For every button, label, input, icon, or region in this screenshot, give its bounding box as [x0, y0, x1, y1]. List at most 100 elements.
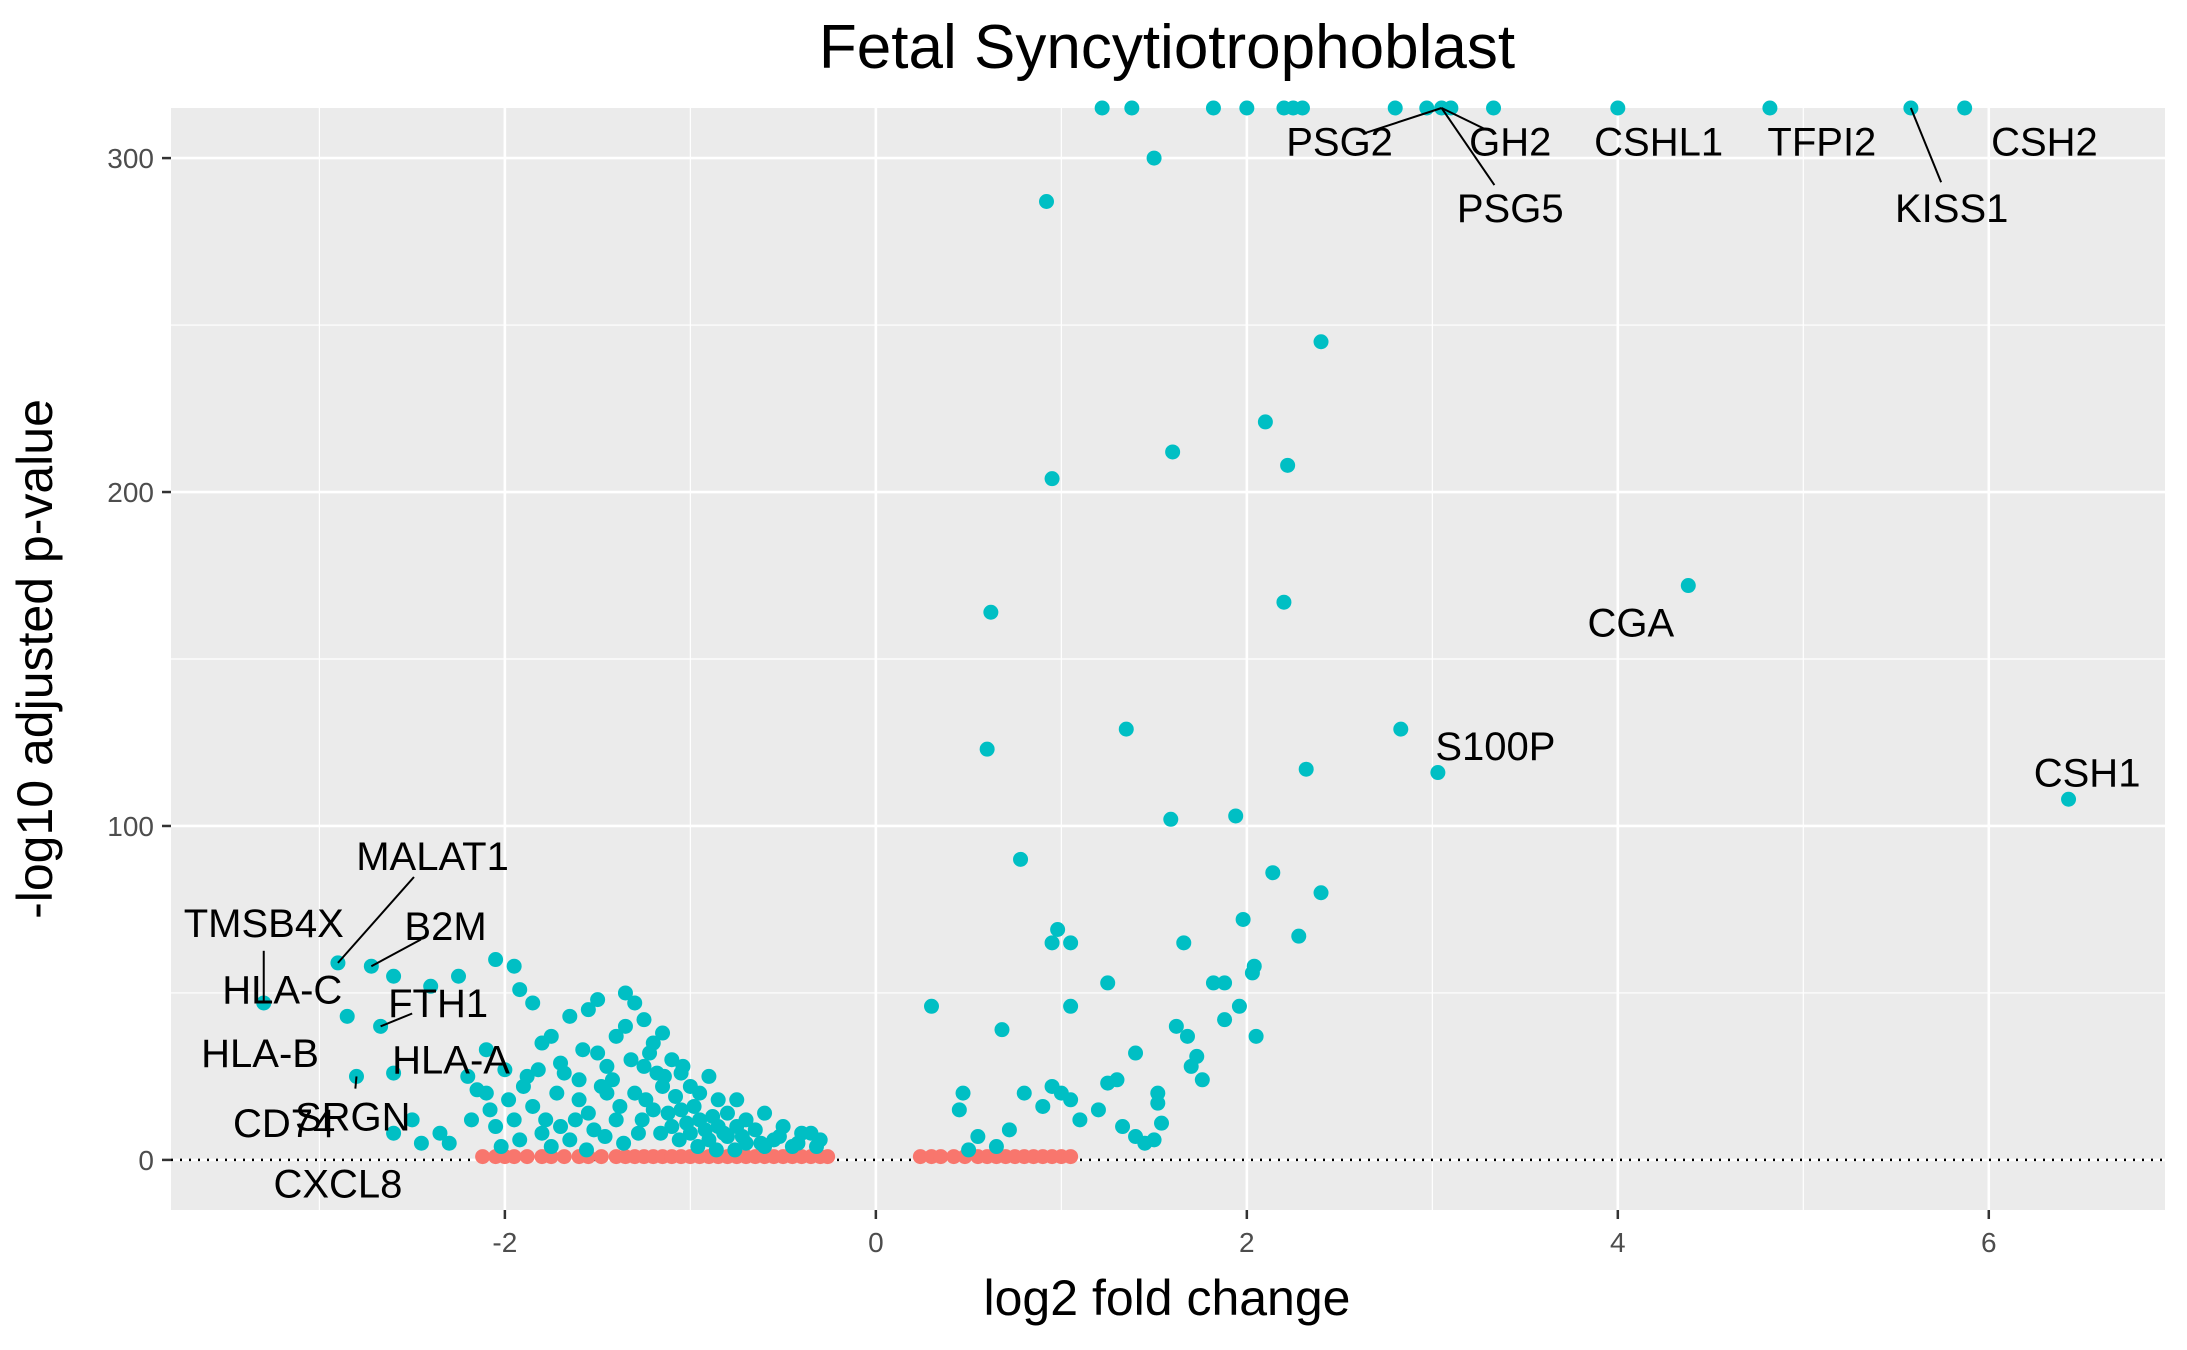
- significant-point: [1265, 865, 1281, 881]
- significant-point: [562, 1008, 578, 1024]
- x-axis-ticks: -2 0 2 4 6: [492, 1210, 1997, 1258]
- non-significant-point: [475, 1149, 491, 1165]
- significant-point: [1239, 100, 1255, 116]
- significant-point: [716, 1125, 732, 1141]
- significant-point: [1235, 911, 1251, 927]
- minor-gridlines: [171, 108, 2165, 1210]
- significant-point: [1150, 1095, 1166, 1111]
- significant-point: [1128, 1045, 1144, 1061]
- significant-point: [630, 1125, 646, 1141]
- significant-point: [506, 958, 522, 974]
- significant-point: [1146, 1132, 1162, 1148]
- not-significant-points: [475, 1149, 1079, 1165]
- non-significant-point: [946, 1149, 962, 1165]
- significant-point: [757, 1105, 773, 1121]
- significant-point: [543, 1028, 559, 1044]
- gene-label: CSHL1: [1594, 120, 1723, 164]
- significant-point: [478, 1042, 494, 1058]
- significant-point: [1228, 808, 1244, 824]
- significant-point: [803, 1125, 819, 1141]
- significant-point: [578, 1142, 594, 1158]
- significant-point: [983, 604, 999, 620]
- significant-point: [1118, 721, 1134, 737]
- label-leader-line: [1365, 107, 1442, 134]
- significant-point: [1165, 444, 1181, 460]
- significant-point: [590, 992, 606, 1008]
- significant-point: [1063, 998, 1079, 1014]
- gene-label: GH2: [1469, 120, 1551, 164]
- significant-point: [1154, 1115, 1170, 1131]
- significant-point: [753, 1135, 769, 1151]
- significant-point: [593, 1078, 609, 1094]
- significant-point: [708, 1142, 724, 1158]
- gene-labels: PSG2 GH2 PSG5 CSHL1 TFPI2 CSH2 KISS1 CGA S100P CS…: [184, 120, 2141, 1206]
- gene-label: B2M: [404, 905, 486, 949]
- significant-point: [690, 1139, 706, 1155]
- significant-point: [386, 1125, 402, 1141]
- significant-point: [664, 1119, 680, 1135]
- gene-label: CSH1: [2034, 752, 2141, 796]
- significant-point: [961, 1142, 977, 1158]
- significant-point: [1063, 935, 1079, 951]
- significant-point: [636, 1012, 652, 1028]
- significant-point: [1063, 1092, 1079, 1108]
- significant-point: [463, 1112, 479, 1128]
- significant-point: [1013, 851, 1029, 867]
- gene-label: MALAT1: [356, 835, 509, 879]
- gene-label: CD74: [233, 1102, 335, 1146]
- significant-point: [1044, 471, 1060, 487]
- significant-point: [1176, 935, 1192, 951]
- significant-point: [441, 1135, 457, 1151]
- non-significant-point: [820, 1149, 836, 1165]
- significant-point: [1610, 100, 1626, 116]
- gene-label: FTH1: [388, 982, 488, 1026]
- y-axis-ticks: 0 100 200 300: [107, 143, 171, 1176]
- label-leader-line: [380, 1012, 413, 1028]
- y-tick-label: 300: [107, 143, 154, 174]
- label-leader-line: [354, 1076, 358, 1089]
- significant-point: [1231, 998, 1247, 1014]
- y-tick-label: 0: [138, 1145, 154, 1176]
- significant-point: [1393, 721, 1409, 737]
- significant-point: [686, 1098, 702, 1114]
- significant-point: [924, 998, 940, 1014]
- significant-point: [1217, 975, 1233, 991]
- significant-point: [1762, 100, 1778, 116]
- significant-point: [460, 1068, 476, 1084]
- non-significant-point: [1063, 1149, 1079, 1165]
- significant-point: [1035, 1098, 1051, 1114]
- gene-label: HLA-C: [222, 969, 342, 1013]
- significant-point: [1276, 594, 1292, 610]
- significant-point: [597, 1129, 613, 1145]
- significant-point: [612, 1098, 628, 1114]
- significant-point: [994, 1022, 1010, 1038]
- significant-point: [580, 1002, 596, 1018]
- significant-point: [562, 1132, 578, 1148]
- significant-point: [488, 1119, 504, 1135]
- significant-point: [729, 1119, 745, 1135]
- significant-point: [1257, 414, 1273, 430]
- significant-point: [386, 1065, 402, 1081]
- significant-point: [1280, 457, 1296, 473]
- significant-points: [256, 100, 2077, 1158]
- significant-point: [660, 1105, 676, 1121]
- significant-point: [747, 1122, 763, 1138]
- significant-point: [1957, 100, 1973, 116]
- label-leader-line: [1440, 107, 1496, 186]
- significant-point: [1285, 100, 1301, 116]
- label-leader-line: [1441, 107, 1486, 131]
- significant-point: [451, 968, 467, 984]
- significant-point: [1313, 885, 1329, 901]
- significant-point: [1291, 928, 1307, 944]
- significant-point: [1680, 578, 1696, 594]
- significant-point: [710, 1092, 726, 1108]
- significant-point: [697, 1122, 713, 1138]
- significant-point: [604, 1072, 620, 1088]
- x-tick-label: -2: [492, 1227, 517, 1258]
- significant-point: [771, 1129, 787, 1145]
- significant-point: [1100, 1075, 1116, 1091]
- significant-point: [553, 1119, 569, 1135]
- gene-label: HLA-A: [392, 1039, 510, 1083]
- gene-label: PSG5: [1457, 187, 1564, 231]
- significant-point: [1486, 100, 1502, 116]
